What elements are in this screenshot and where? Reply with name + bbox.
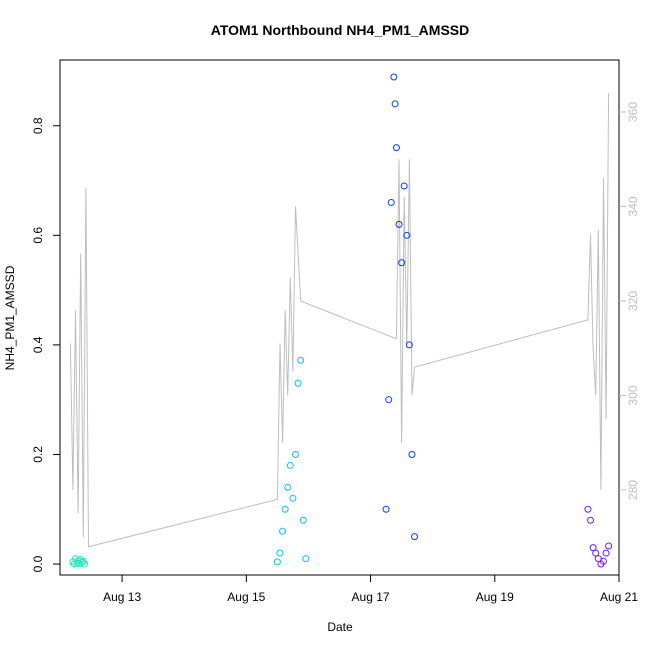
y2-axis: 280 300 320 340 360 <box>619 102 640 500</box>
y-tick-label: 0.2 <box>31 446 45 463</box>
y2-tick-label: 300 <box>626 385 640 405</box>
x-tick-label: Aug 17 <box>352 590 390 604</box>
y-tick-label: 0.4 <box>31 336 45 353</box>
data-point <box>387 198 395 206</box>
data-point <box>292 450 300 458</box>
data-point <box>382 505 390 513</box>
y-tick-label: 0.8 <box>31 117 45 134</box>
y-tick-label: 0.6 <box>31 227 45 244</box>
data-point <box>587 516 595 524</box>
data-point <box>289 494 297 502</box>
data-point <box>403 231 411 239</box>
y2-tick-label: 340 <box>626 196 640 216</box>
data-point <box>584 505 592 513</box>
chart-title: ATOM1 Northbound NH4_PM1_AMSSD <box>211 22 470 38</box>
data-point <box>302 555 310 563</box>
data-point <box>411 533 419 541</box>
data-point <box>392 144 400 152</box>
data-point <box>605 542 613 550</box>
data-point <box>390 73 398 81</box>
x-axis: Aug 13 Aug 15 Aug 17 Aug 19 Aug 21 <box>103 575 638 604</box>
x-tick-label: Aug 13 <box>103 590 141 604</box>
y-axis: 0.0 0.2 0.4 0.6 0.8 <box>31 117 60 572</box>
x-axis-label: Date <box>327 620 353 634</box>
data-point <box>395 220 403 228</box>
right-axis-line <box>69 93 610 548</box>
data-point <box>405 341 413 349</box>
data-point <box>286 461 294 469</box>
x-tick-label: Aug 15 <box>227 590 265 604</box>
data-point <box>294 379 302 387</box>
data-point <box>81 560 89 568</box>
data-point <box>279 527 287 535</box>
y2-tick-label: 360 <box>626 102 640 122</box>
data-point <box>281 505 289 513</box>
data-point <box>297 356 305 364</box>
data-point <box>398 259 406 267</box>
x-tick-label: Aug 21 <box>600 590 638 604</box>
plot-frame <box>59 59 620 576</box>
data-point <box>599 557 607 565</box>
y-axis-label: NH4_PM1_AMSSD <box>3 265 17 370</box>
y-tick-label: 0.0 <box>31 555 45 572</box>
data-point <box>385 396 393 404</box>
plot-area <box>69 73 613 568</box>
data-point <box>273 558 281 566</box>
y2-tick-label: 320 <box>626 291 640 311</box>
y2-tick-label: 280 <box>626 480 640 500</box>
data-point <box>592 549 600 557</box>
data-point <box>276 549 284 557</box>
data-point <box>408 450 416 458</box>
data-point <box>602 549 610 557</box>
data-point <box>391 100 399 108</box>
data-point <box>589 544 597 552</box>
data-point <box>284 483 292 491</box>
data-point <box>400 182 408 190</box>
x-tick-label: Aug 19 <box>476 590 514 604</box>
data-point <box>299 516 307 524</box>
